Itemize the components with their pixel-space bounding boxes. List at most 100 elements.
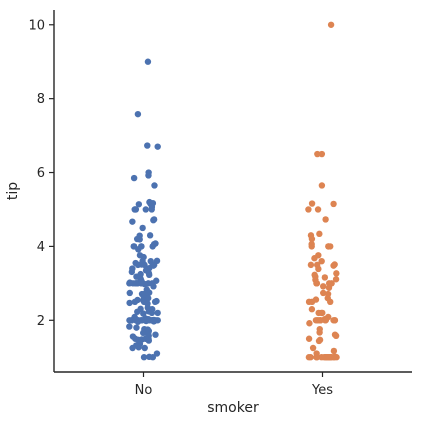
- data-point-yes: [308, 235, 316, 243]
- data-point-yes: [312, 317, 320, 324]
- data-point-no: [148, 309, 156, 317]
- data-point-yes: [321, 274, 329, 281]
- data-point-no: [134, 261, 142, 269]
- data-point-no: [130, 174, 138, 182]
- data-point-yes: [311, 255, 318, 262]
- data-points: [126, 21, 340, 361]
- data-point-no: [126, 317, 133, 324]
- data-point-yes: [313, 354, 320, 361]
- data-point-yes: [305, 335, 313, 342]
- data-point-no: [126, 299, 133, 307]
- data-point-no: [149, 243, 156, 250]
- data-point-no: [136, 236, 143, 243]
- data-point-no: [135, 246, 142, 253]
- data-point-no: [149, 354, 157, 361]
- x-axis-label: smoker: [207, 400, 259, 416]
- data-point-no: [126, 280, 133, 287]
- data-point-yes: [319, 283, 327, 290]
- data-point-yes: [325, 243, 332, 250]
- data-point-no: [153, 350, 161, 357]
- data-point-yes: [327, 21, 335, 28]
- data-point-no: [134, 318, 142, 325]
- data-point-no: [146, 271, 153, 279]
- data-point-no: [144, 58, 152, 65]
- y-tick-label: 4: [37, 240, 45, 255]
- data-point-no: [144, 142, 151, 149]
- data-point-yes: [306, 320, 313, 327]
- data-point-no: [150, 216, 157, 224]
- data-point-no: [146, 232, 154, 239]
- data-point-no: [129, 218, 136, 225]
- y-tick-label: 10: [28, 18, 45, 33]
- data-point-yes: [320, 289, 327, 297]
- data-point-yes: [307, 261, 315, 269]
- data-point-yes: [325, 284, 333, 291]
- y-tick-label: 6: [37, 166, 45, 181]
- data-point-no: [145, 337, 153, 344]
- data-point-yes: [313, 280, 320, 287]
- data-point-yes: [315, 309, 322, 317]
- data-point-no: [139, 224, 146, 232]
- data-point-yes: [309, 344, 317, 352]
- data-point-no: [151, 298, 159, 306]
- data-point-yes: [327, 298, 334, 306]
- x-axis-ticks: No Yes: [135, 372, 333, 398]
- data-point-yes: [308, 243, 315, 250]
- data-point-yes: [308, 306, 316, 313]
- data-point-yes: [322, 317, 329, 324]
- data-point-yes: [330, 262, 337, 269]
- data-point-yes: [333, 270, 340, 277]
- data-point-yes: [330, 347, 338, 355]
- data-point-yes: [316, 329, 323, 336]
- data-point-no: [126, 289, 133, 297]
- data-point-no: [126, 323, 133, 330]
- y-tick-label: 2: [37, 314, 45, 329]
- data-point-no: [134, 308, 141, 315]
- data-point-no: [142, 206, 149, 213]
- data-point-no: [135, 344, 142, 351]
- data-point-no: [145, 172, 152, 179]
- data-point-yes: [318, 182, 326, 189]
- data-point-no: [142, 317, 150, 325]
- data-point-no: [131, 206, 139, 213]
- data-point-no: [141, 280, 148, 288]
- data-point-yes: [305, 206, 312, 213]
- data-point-yes: [314, 206, 322, 213]
- data-point-no: [135, 201, 143, 208]
- data-point-no: [134, 110, 142, 118]
- data-point-yes: [315, 337, 323, 345]
- data-point-no: [150, 283, 157, 290]
- data-point-yes: [316, 230, 323, 238]
- data-point-yes: [318, 257, 325, 265]
- data-point-no: [141, 261, 148, 269]
- x-tick-label: No: [135, 383, 153, 398]
- data-point-no: [148, 206, 155, 213]
- data-point-no: [152, 331, 159, 338]
- x-tick-label: Yes: [311, 383, 333, 398]
- data-point-yes: [308, 200, 316, 207]
- data-point-yes: [305, 298, 313, 306]
- data-point-yes: [325, 354, 333, 361]
- data-point-yes: [332, 332, 340, 339]
- data-point-no: [150, 318, 158, 325]
- data-point-yes: [322, 216, 329, 223]
- data-point-no: [154, 143, 161, 150]
- data-point-no: [132, 280, 139, 287]
- data-point-yes: [332, 276, 340, 283]
- y-axis-ticks: 2 4 6 8 10: [28, 18, 54, 329]
- data-point-no: [129, 344, 136, 352]
- data-point-no: [128, 268, 136, 276]
- data-point-no: [151, 182, 158, 189]
- data-point-no: [141, 344, 148, 352]
- data-point-no: [131, 298, 139, 306]
- data-point-no: [140, 354, 148, 361]
- data-point-no: [140, 310, 147, 317]
- data-point-yes: [330, 317, 337, 324]
- data-point-no: [139, 329, 147, 337]
- data-point-yes: [318, 150, 326, 158]
- y-tick-label: 8: [37, 92, 45, 107]
- data-point-no: [130, 243, 137, 250]
- data-point-no: [154, 309, 161, 317]
- data-point-yes: [305, 354, 313, 361]
